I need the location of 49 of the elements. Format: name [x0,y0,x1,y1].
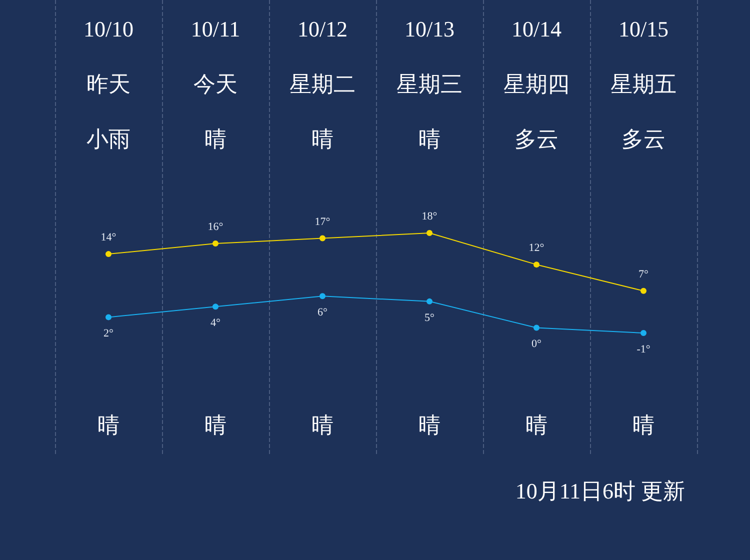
point [106,251,112,258]
data-label: 2° [104,328,114,340]
data-label: 16° [208,221,224,234]
text: 今天 [194,72,238,96]
point [320,293,326,300]
point [640,288,646,294]
text: 多云 [622,126,666,152]
x-tick-label: 10/11 [190,16,240,42]
point [426,298,432,304]
x-tick-label: 10/12 [297,16,348,42]
text: 星期五 [610,72,676,96]
point [534,262,540,268]
data-label: -1° [636,344,650,356]
point [426,230,432,236]
text: 星期三 [396,72,462,96]
data-label: 17° [314,216,330,228]
text: 多云 [514,126,558,152]
text: 晴 [632,412,654,438]
point [106,314,112,320]
x-tick-label: 10/13 [404,16,455,42]
text: 晴 [204,126,226,152]
text: 晴 [204,412,226,438]
data-label: 4° [210,317,220,330]
text: 晴 [418,412,440,438]
point [212,240,218,247]
data-label: 7° [638,268,648,280]
text: 晴 [418,126,440,152]
x-tick-label: 10/14 [511,16,562,42]
point [534,324,540,331]
text: 10月11日6时 更新 [515,478,686,504]
point [212,304,218,310]
data-label: 0° [532,338,542,350]
text: 小雨 [86,126,130,152]
text: 星期二 [290,72,356,96]
data-label: 12° [528,242,544,254]
point [640,330,646,336]
text: 昨天 [86,72,130,96]
point [320,235,326,242]
text: 晴 [526,412,548,438]
data-label: 5° [424,312,434,324]
x-tick-label: 10/15 [618,16,669,42]
text: 晴 [312,412,334,438]
data-label: 14° [100,232,116,244]
text: 星期四 [504,72,570,96]
data-label: 6° [318,306,328,319]
data-label: 18° [422,210,438,222]
text: 晴 [312,126,334,152]
x-tick-label: 10/10 [83,16,134,42]
text: 晴 [98,412,120,438]
